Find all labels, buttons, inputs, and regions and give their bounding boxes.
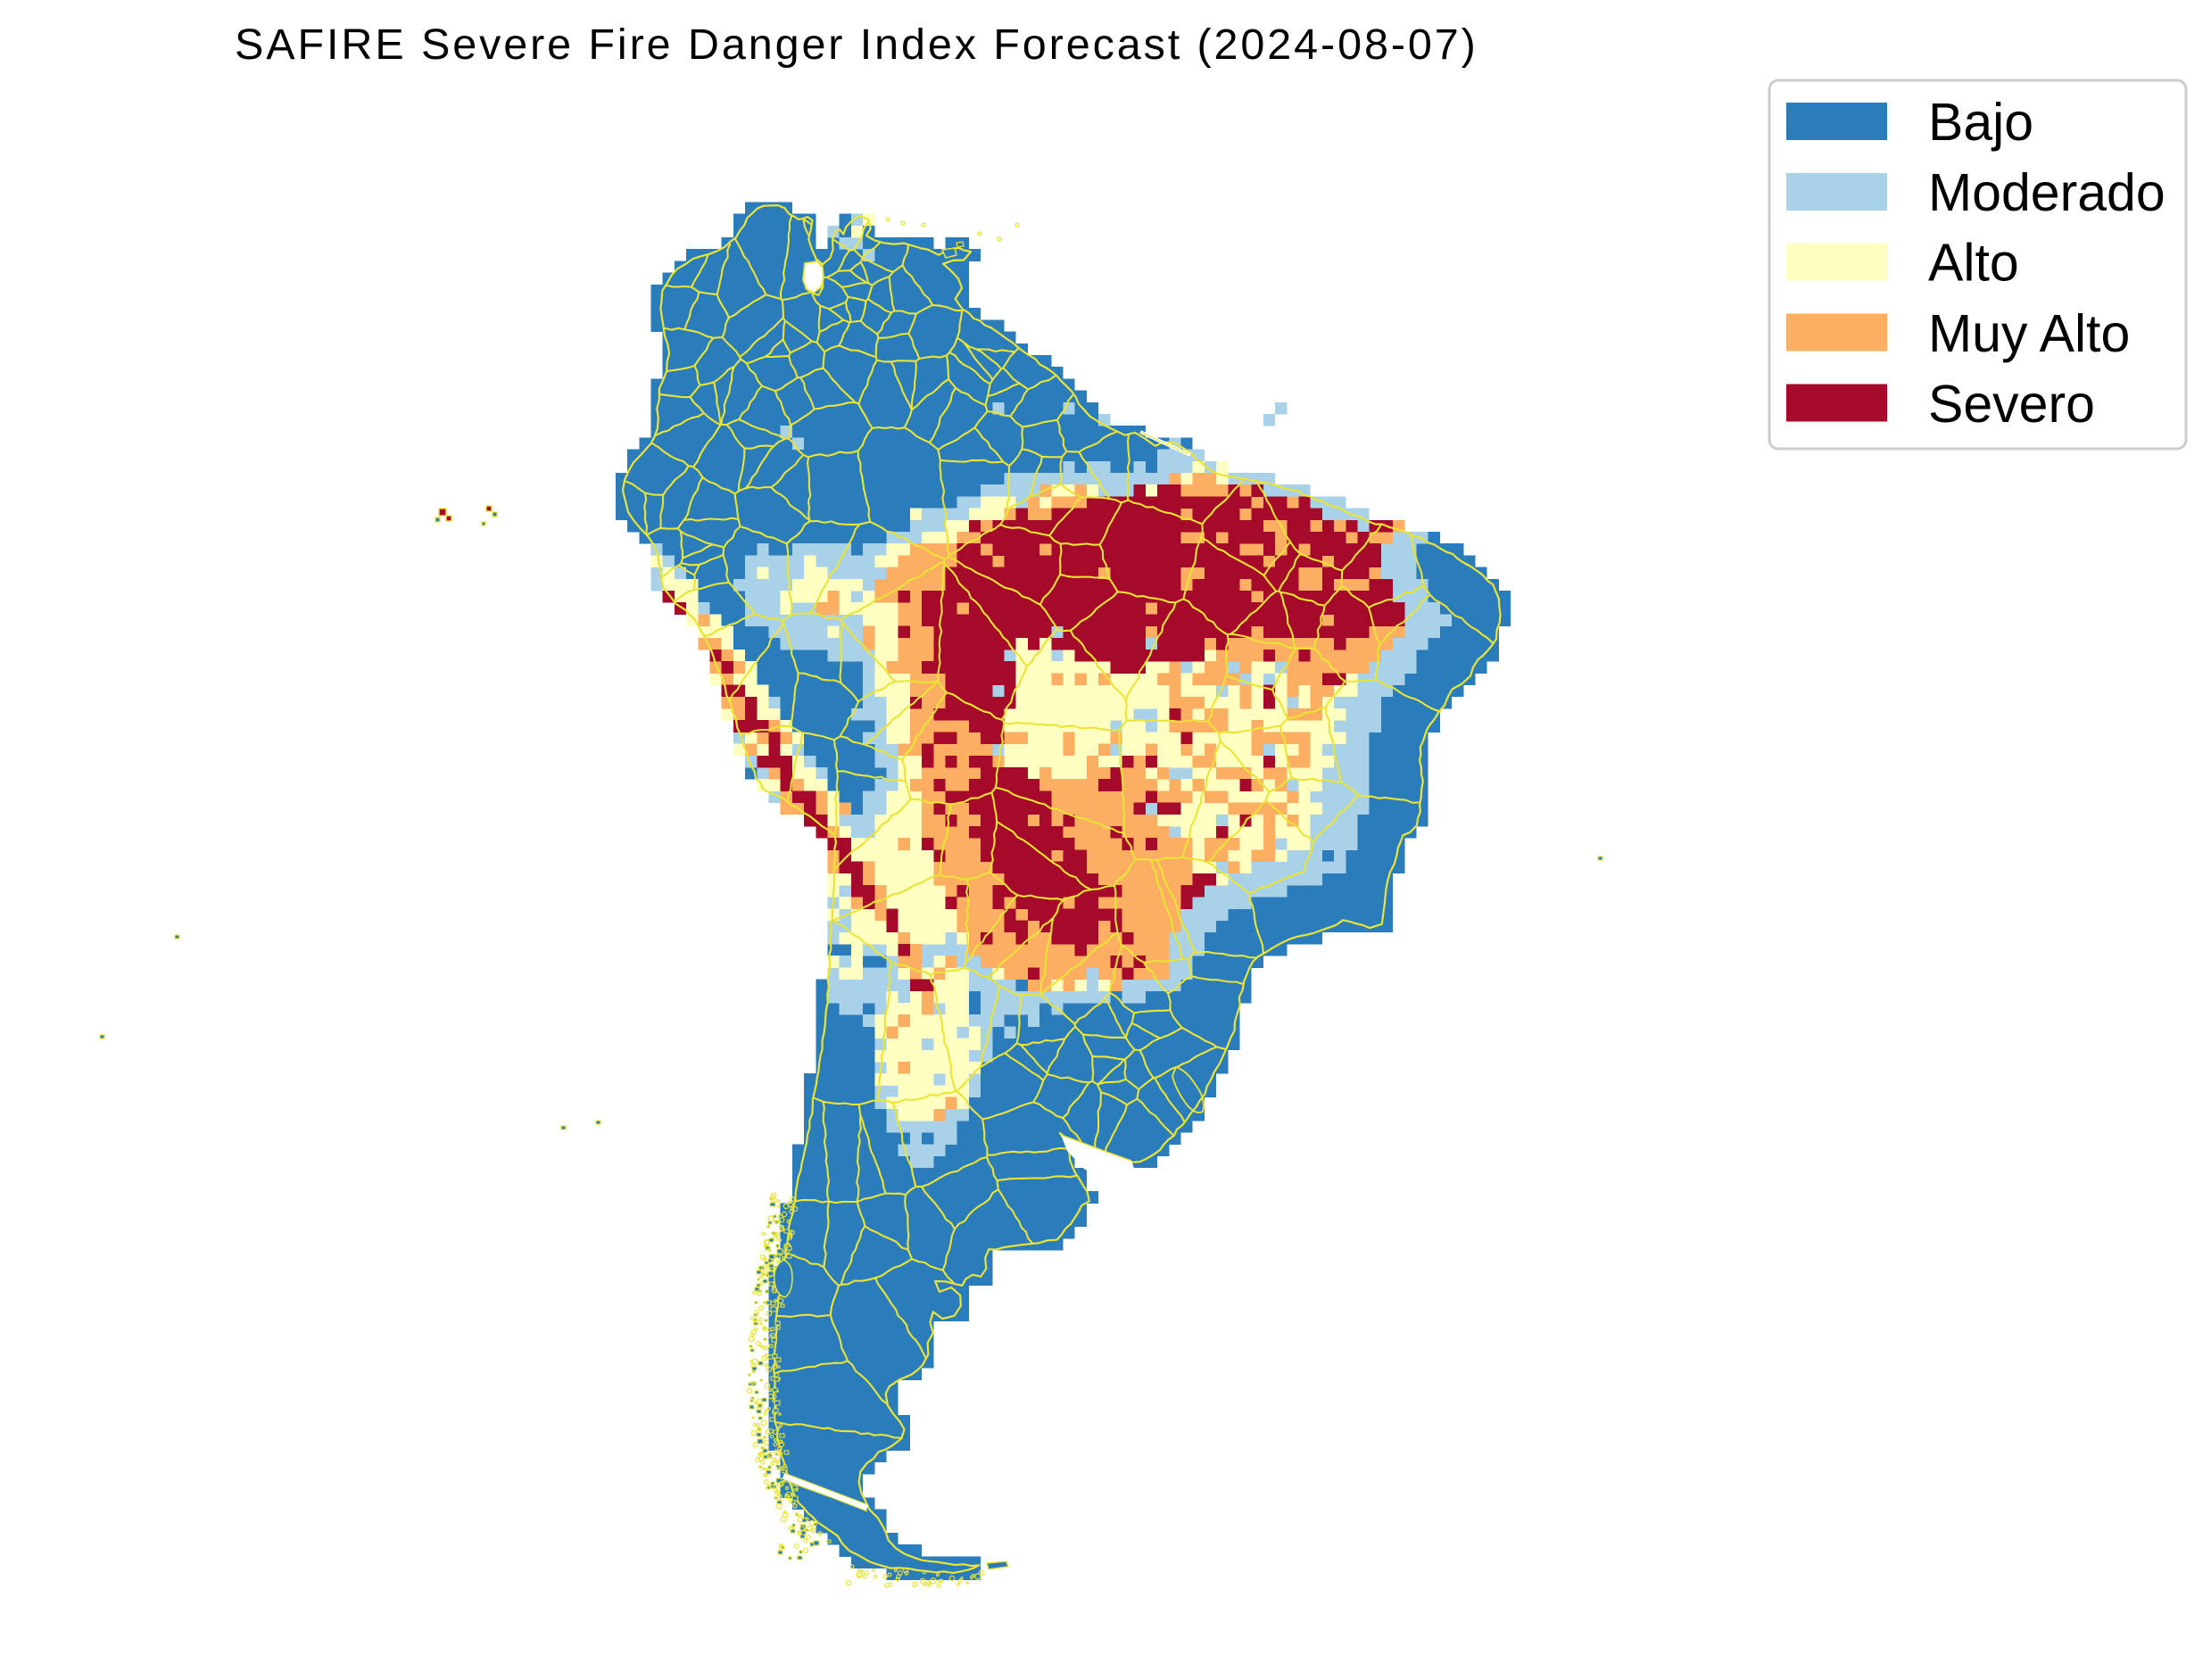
svg-text:Severo: Severo: [1928, 375, 2095, 434]
svg-text:SAFIRE Severe Fire Danger Inde: SAFIRE Severe Fire Danger Index Forecast…: [235, 21, 1478, 69]
svg-text:Moderado: Moderado: [1928, 163, 2165, 222]
svg-text:Bajo: Bajo: [1928, 93, 2033, 152]
svg-text:Muy Alto: Muy Alto: [1928, 304, 2130, 363]
svg-text:Alto: Alto: [1928, 234, 2019, 293]
